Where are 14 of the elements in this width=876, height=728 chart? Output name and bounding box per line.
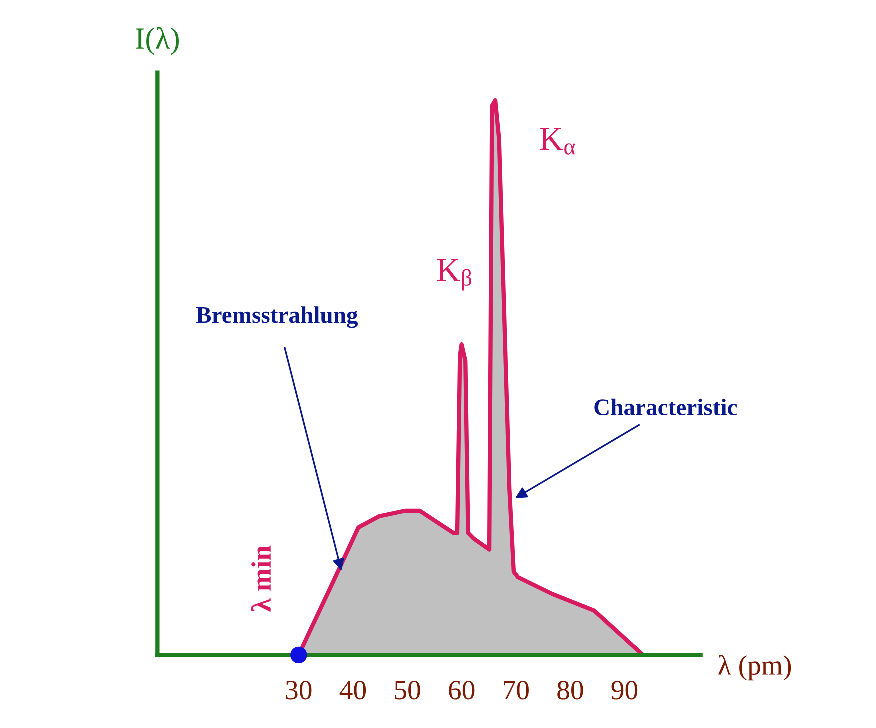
x-tick-label: 90 — [612, 681, 638, 700]
x-tick-label: 70 — [504, 681, 529, 700]
x-tick-label: 50 — [395, 681, 420, 700]
annotation: K$_{β}$ — [437, 259, 472, 291]
annotation: λ min — [251, 546, 271, 612]
x-axis-title: λ (pm) — [718, 655, 792, 681]
annotation: K$_{α}$ — [540, 128, 576, 155]
x-tick-label: 80 — [558, 681, 584, 700]
x-tick-label: 30 — [286, 681, 312, 700]
annotation: Characteristic — [594, 398, 738, 416]
x-tick-label: 40 — [340, 681, 366, 700]
annotation: Bremsstrahlung — [196, 306, 358, 328]
x-tick-label: 60 — [449, 681, 475, 700]
y-axis-title: I(λ) — [136, 27, 180, 56]
